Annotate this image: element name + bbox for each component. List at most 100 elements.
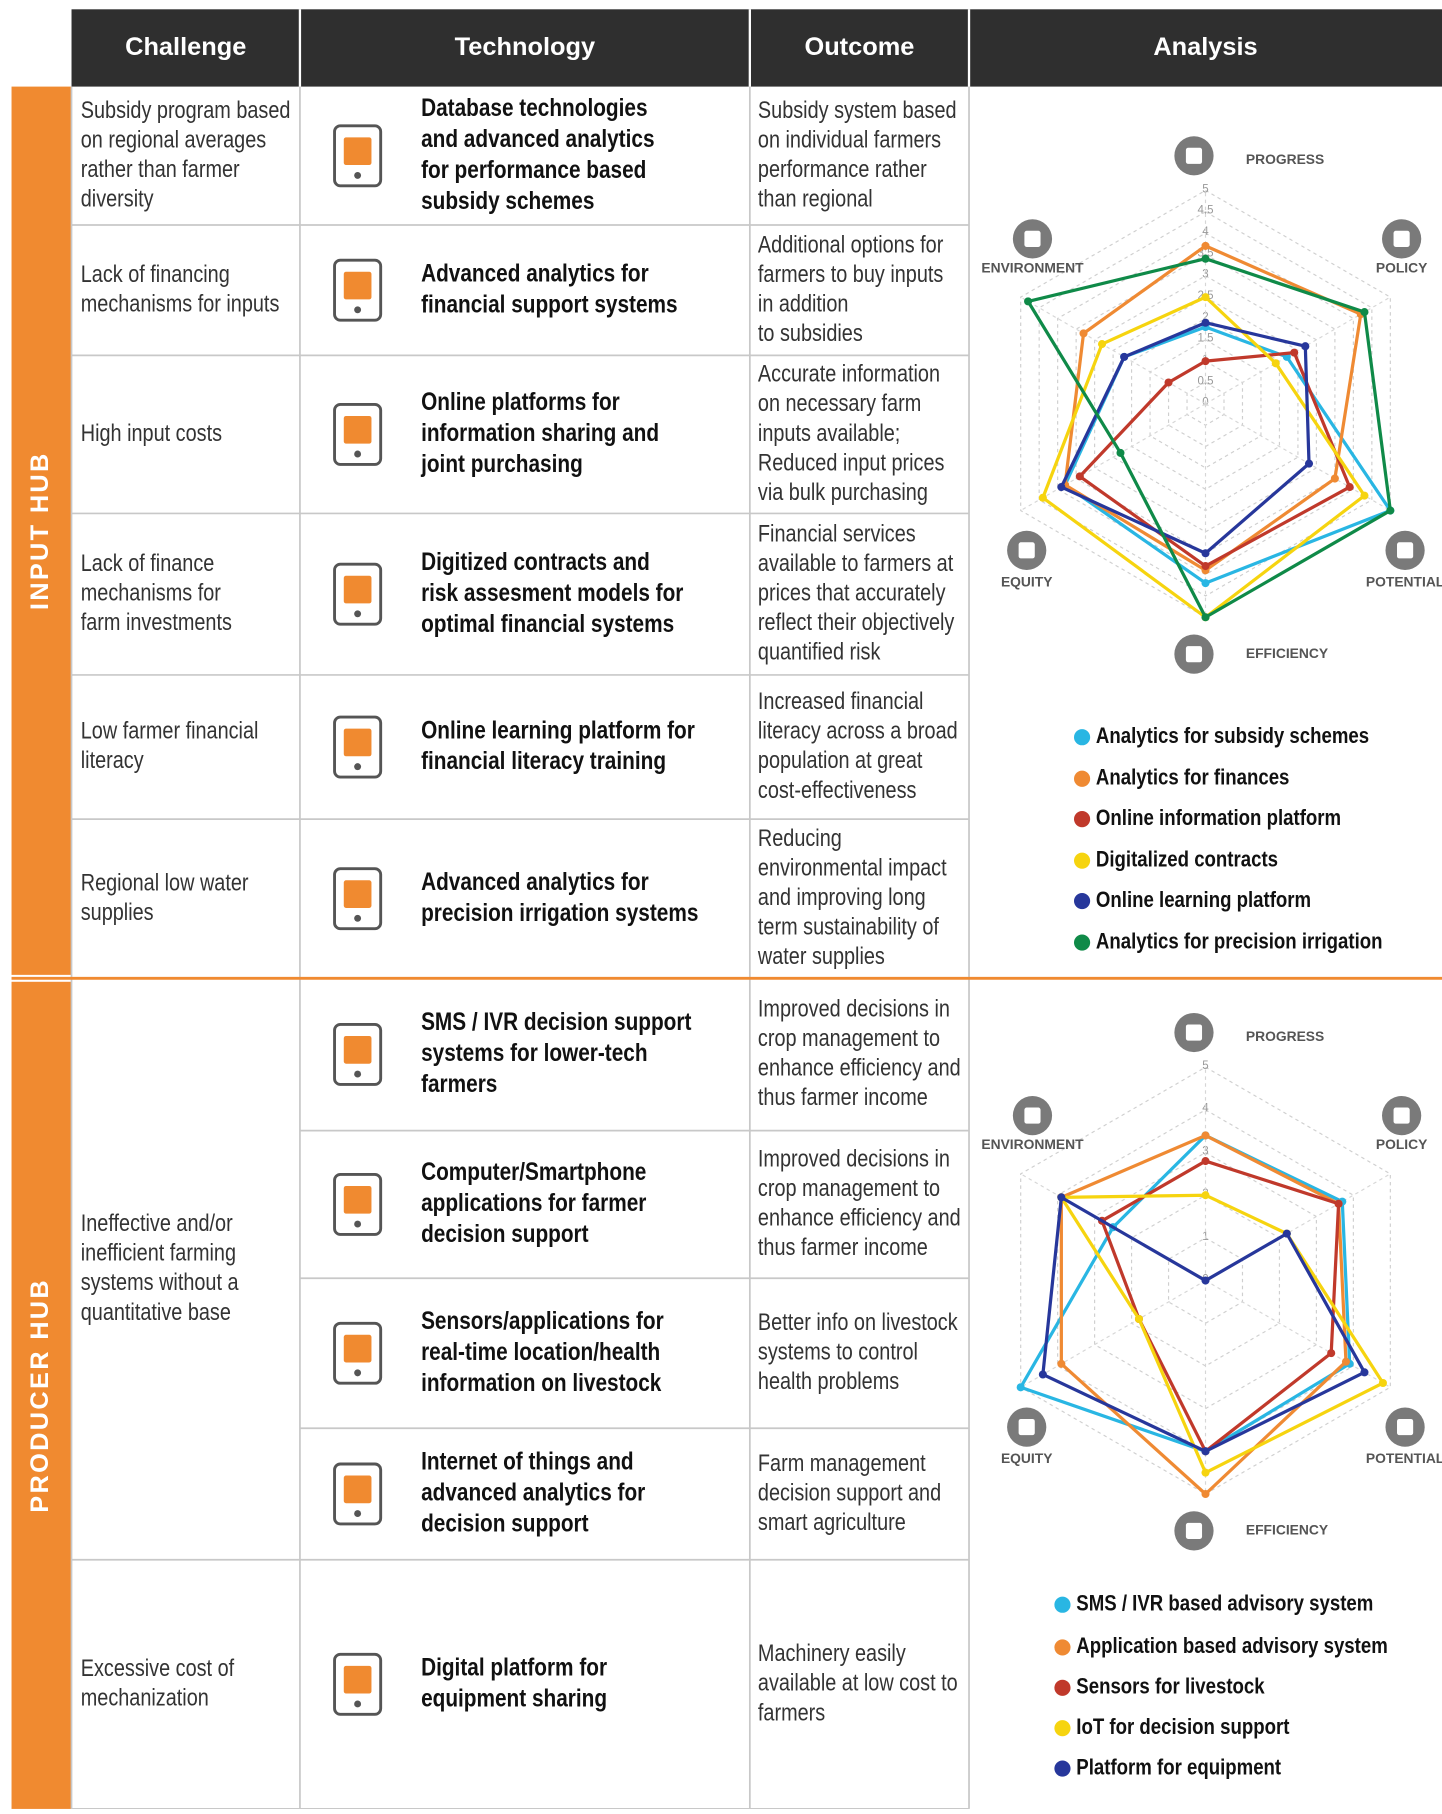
radar-point	[1201, 318, 1210, 327]
challenge-text: quantitative base	[81, 1298, 231, 1325]
outcome-text: smart agriculture	[758, 1508, 906, 1535]
technology-text: and advanced analytics	[421, 124, 654, 152]
technology-text: information sharing and	[421, 418, 659, 446]
outcome-text: Subsidy system based	[758, 96, 957, 123]
icon-dot	[354, 1510, 362, 1518]
icon-fill	[343, 728, 372, 757]
legend-entry: SMS / IVR based advisory system	[1076, 1592, 1373, 1616]
technology-text: risk assesment models for	[421, 578, 683, 606]
axis-label: POLICY	[1376, 260, 1427, 276]
technology-text: information on livestock	[421, 1368, 661, 1396]
outcome-text: farmers	[758, 1698, 825, 1725]
technology-text-cell: Database technologies and advanced analyt…	[421, 93, 654, 214]
technology-text: equipment sharing	[421, 1684, 607, 1712]
outcome-text: in addition	[758, 290, 849, 317]
challenge-text-cell: Subsidy program based on regional average…	[81, 96, 291, 212]
icon-dot	[354, 171, 362, 179]
radar-point	[1116, 448, 1125, 457]
outcome-text: decision support and	[758, 1479, 941, 1506]
challenge-text: Lack of financing	[81, 260, 230, 287]
icon-dot	[354, 1220, 362, 1228]
r-tick-label: 3	[1202, 269, 1208, 281]
technology-text: systems for lower-tech	[421, 1038, 647, 1066]
challenge-text: mechanisms for inputs	[81, 290, 280, 317]
radar-point	[1038, 493, 1047, 502]
radar-point	[1304, 459, 1314, 468]
radar-point	[1201, 254, 1210, 263]
icon-frame	[333, 562, 383, 626]
axis-label: EQUITY	[1001, 1450, 1052, 1466]
technology-text: for performance based	[421, 155, 646, 183]
outcome-text: Machinery easily	[758, 1639, 907, 1666]
axis-label: EFFICIENCY	[1246, 1522, 1328, 1538]
technology-text-cell: Advanced analytics for precision irrigati…	[421, 867, 698, 926]
radar-point	[1201, 1131, 1210, 1140]
axis-icon-inner	[1024, 230, 1041, 247]
icon-fill	[343, 575, 372, 604]
technology-text-cell: Online learning platform for financial li…	[421, 715, 695, 774]
r-tick-label: 4	[1202, 226, 1209, 238]
outcome-text: to subsidies	[758, 319, 863, 346]
radar-point	[1024, 297, 1033, 306]
spoke	[1020, 1280, 1206, 1388]
challenge-text: Subsidy program based	[81, 96, 291, 123]
radar-point	[1201, 561, 1210, 571]
technology-text: Digitized contracts and	[421, 547, 650, 575]
grid-ring	[1038, 211, 1373, 597]
technology-text-cell: Advanced analytics for financial support …	[421, 258, 678, 317]
technology-text: Online platforms for	[421, 387, 620, 415]
legend-label: Online learning platform	[1096, 889, 1311, 913]
technology-text: precision irrigation systems	[421, 898, 698, 926]
radar-point	[1345, 483, 1354, 492]
radar-point	[1201, 1157, 1210, 1166]
outcome-text: Accurate information	[758, 360, 940, 387]
radar-point	[1057, 1359, 1066, 1368]
legend-label: Application based advisory system	[1076, 1635, 1387, 1659]
tech-icon	[333, 258, 383, 322]
tech-icon	[333, 1462, 383, 1526]
legend-swatch	[1074, 852, 1091, 869]
legend-entry: Analytics for precision irrigation	[1096, 930, 1383, 954]
challenge-text: inefficient farming	[81, 1239, 236, 1266]
technology-text: Computer/Smartphone	[421, 1157, 646, 1185]
outcome-text: available at low cost to	[758, 1669, 958, 1696]
outcome-text: enhance efficiency and	[758, 1054, 961, 1081]
outcome-text: performance rather	[758, 155, 927, 182]
technology-text: Advanced analytics for	[421, 867, 649, 895]
radar-point	[1016, 1383, 1025, 1392]
icon-fill	[343, 880, 372, 908]
icon-frame	[333, 867, 383, 931]
legend-swatch	[1054, 1720, 1071, 1737]
challenge-text: systems without a	[81, 1268, 239, 1295]
axis-icon-inner	[1397, 1419, 1414, 1436]
challenge-text: Excessive cost of	[81, 1654, 235, 1681]
challenge-text: supplies	[81, 898, 154, 925]
tech-icon	[333, 402, 383, 466]
icon-dot	[354, 1700, 362, 1708]
r-tick-label: 4	[1202, 1103, 1209, 1115]
radar-point	[1330, 474, 1339, 483]
radar-point	[1360, 1368, 1369, 1377]
outcome-text: crop management to	[758, 1174, 940, 1201]
icon-dot	[354, 914, 362, 922]
outcome-text: reflect their objectively	[758, 608, 955, 635]
legend-swatch	[1054, 1639, 1071, 1656]
icon-frame	[333, 1321, 383, 1385]
legend-entry: Sensors for livestock	[1076, 1675, 1265, 1699]
outcome-text: than regional	[758, 185, 873, 212]
radar-point	[1201, 1489, 1210, 1499]
axis-icon-inner	[1393, 1107, 1410, 1124]
icon-fill	[343, 415, 372, 444]
tech-icon	[333, 715, 383, 779]
radar-point	[1360, 308, 1369, 317]
radar-point	[1341, 1357, 1351, 1366]
outcome-text: term sustainability of	[758, 913, 940, 940]
axis-icon-inner	[1185, 1024, 1203, 1041]
legend-label: Digitalized contracts	[1096, 848, 1278, 872]
challenge-text: Low farmer financial	[81, 717, 259, 744]
legend-swatch	[1054, 1596, 1071, 1613]
